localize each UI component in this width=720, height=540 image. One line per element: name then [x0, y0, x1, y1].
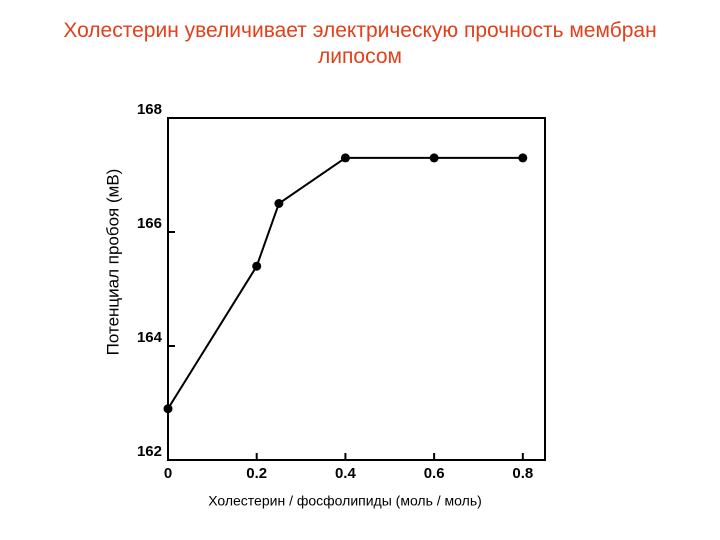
data-point	[252, 261, 262, 271]
y-tick-label: 168	[137, 101, 162, 118]
x-axis-label: Холестерин / фосфолипиды (моль / моль)	[208, 493, 482, 509]
x-tick-label: 0	[164, 465, 172, 482]
data-point	[163, 404, 173, 414]
data-point	[429, 153, 439, 163]
y-tick-label: 162	[137, 443, 162, 460]
x-tick-label: 0.6	[424, 465, 445, 482]
data-line	[167, 156, 523, 410]
x-tick-label: 0.4	[335, 465, 357, 482]
plot-frame	[167, 117, 546, 461]
x-tick-label: 0.8	[512, 465, 533, 482]
chart-title: Холестерин увеличивает электрическую про…	[63, 19, 657, 68]
data-point	[340, 153, 350, 163]
y-tick-label: 166	[137, 215, 162, 232]
data-point	[274, 199, 284, 208]
y-tick-label: 164	[137, 329, 163, 346]
x-tick-label: 0.2	[246, 465, 267, 482]
data-point	[518, 153, 528, 163]
y-axis-label: Потенциал пробоя (мВ)	[103, 169, 122, 356]
